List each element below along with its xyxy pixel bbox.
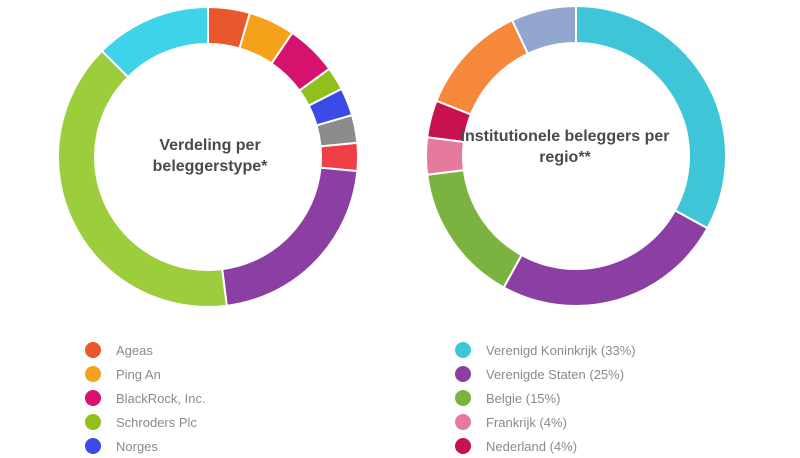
legend-label: Ping An <box>116 366 161 382</box>
legend-label: BlackRock, Inc. <box>116 390 206 406</box>
legend-item: Verenigd Koninkrijk (33%) <box>455 338 636 362</box>
legend-swatch <box>455 366 471 382</box>
donut-slice-0-6 <box>319 141 359 173</box>
legend-label: Nederland (4%) <box>486 438 578 454</box>
legend-item: BlackRock, Inc. <box>85 386 206 410</box>
investor-type-legend: Ageas Ping An BlackRock, Inc. Schroders Plc… <box>85 338 206 458</box>
donut-slice-1-6 <box>510 4 577 56</box>
legend-label: Belgie (15%) <box>486 390 561 406</box>
donut-slice-1-1 <box>502 209 709 307</box>
legend-item: Belgie (15%) <box>455 386 636 410</box>
legend-item: Verenigde Staten (25%) <box>455 362 636 386</box>
legend-swatch <box>455 390 471 406</box>
region-legend: Verenigd Koninkrijk (33%) Verenigde State… <box>455 338 636 458</box>
legend-swatch <box>85 438 101 454</box>
donut-slice-0-7 <box>221 166 359 307</box>
investor-type-chart: Verdeling per beleggerstype* Ageas Ping A… <box>0 0 400 454</box>
legend-swatch <box>85 414 101 430</box>
legend-item: Nederland (4%) <box>455 434 636 458</box>
legend-label: Schroders Plc <box>116 414 197 430</box>
donut-slice-1-0 <box>575 4 727 230</box>
donut-slice-0-9 <box>100 5 209 79</box>
legend-swatch <box>85 342 101 358</box>
donut-slice-0-8 <box>57 49 228 308</box>
legend-swatch <box>455 438 471 454</box>
investor-type-title: Verdeling per beleggerstype* <box>152 137 268 175</box>
legend-item: Schroders Plc <box>85 410 206 434</box>
legend-swatch <box>455 342 471 358</box>
donut-slice-1-2 <box>426 169 523 289</box>
legend-label: Ageas <box>116 342 153 358</box>
legend-swatch <box>85 366 101 382</box>
legend-item: Frankrijk (4%) <box>455 410 636 434</box>
legend-item: Norges <box>85 434 206 458</box>
legend-label: Verenigde Staten (25%) <box>486 366 625 382</box>
legend-label: Frankrijk (4%) <box>486 414 567 430</box>
legend-item: Ping An <box>85 362 206 386</box>
region-title: Institutionele beleggers per regio** <box>460 128 670 166</box>
region-chart: Institutionele beleggers per regio** Ver… <box>400 0 800 454</box>
investor-type-donut <box>57 5 359 308</box>
legend-label: Verenigd Koninkrijk (33%) <box>486 342 636 358</box>
legend-label: Norges <box>116 438 158 454</box>
region-donut <box>425 4 727 307</box>
legend-swatch <box>455 414 471 430</box>
legend-item: Ageas <box>85 338 206 362</box>
donut-slice-1-5 <box>435 18 530 116</box>
legend-swatch <box>85 390 101 406</box>
